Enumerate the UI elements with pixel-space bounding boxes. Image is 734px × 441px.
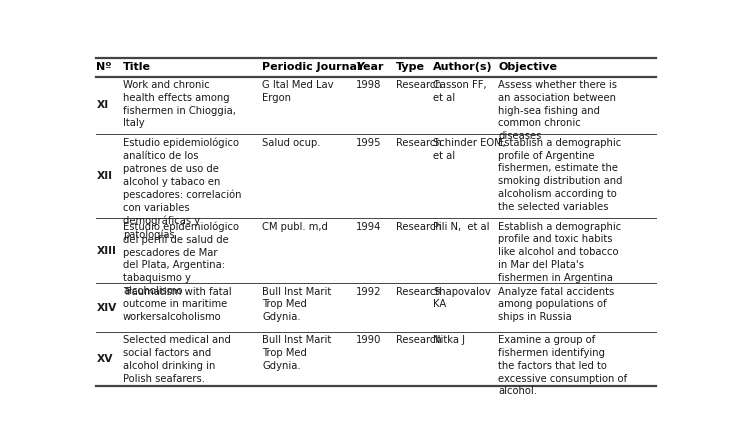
Text: Estudio epidemiológico
analítico de los
patrones de uso de
alcohol y tabaco en
p: Estudio epidemiológico analítico de los … bbox=[123, 138, 241, 240]
Text: G Ital Med Lav
Ergon: G Ital Med Lav Ergon bbox=[262, 80, 334, 103]
Text: Bull Inst Marit
Trop Med
Gdynia.: Bull Inst Marit Trop Med Gdynia. bbox=[262, 287, 332, 322]
Text: Type: Type bbox=[396, 62, 425, 72]
Text: Shapovalov
KA: Shapovalov KA bbox=[433, 287, 491, 310]
Text: XI: XI bbox=[96, 101, 109, 111]
Text: Objective: Objective bbox=[498, 62, 558, 72]
Text: 1998: 1998 bbox=[356, 80, 382, 90]
Text: 1995: 1995 bbox=[356, 138, 382, 148]
Text: Title: Title bbox=[123, 62, 151, 72]
Text: Traumatism with fatal
outcome in maritime
workersalcoholismo: Traumatism with fatal outcome in maritim… bbox=[123, 287, 232, 322]
Text: XII: XII bbox=[96, 171, 112, 181]
Text: Analyze fatal accidents
among populations of
ships in Russia: Analyze fatal accidents among population… bbox=[498, 287, 615, 322]
Text: CM publ. m,d: CM publ. m,d bbox=[262, 221, 328, 232]
Text: Periodic Journal: Periodic Journal bbox=[262, 62, 361, 72]
Text: Research: Research bbox=[396, 287, 442, 297]
Text: Research: Research bbox=[396, 335, 442, 345]
Text: Work and chronic
health effects among
fishermen in Chioggia,
Italy: Work and chronic health effects among fi… bbox=[123, 80, 236, 128]
Text: Examine a group of
fishermen identifying
the factors that led to
excessive consu: Examine a group of fishermen identifying… bbox=[498, 335, 628, 396]
Text: XIII: XIII bbox=[96, 246, 116, 256]
Text: Salud ocup.: Salud ocup. bbox=[262, 138, 321, 148]
Text: Pili N,  et al: Pili N, et al bbox=[433, 221, 490, 232]
Text: XIV: XIV bbox=[96, 303, 117, 313]
Text: Assess whether there is
an association between
high-sea fishing and
common chron: Assess whether there is an association b… bbox=[498, 80, 617, 141]
Text: Research: Research bbox=[396, 138, 442, 148]
Text: XV: XV bbox=[96, 354, 113, 364]
Text: Casson FF,
et al: Casson FF, et al bbox=[433, 80, 487, 103]
Text: Selected medical and
social factors and
alcohol drinking in
Polish seafarers.: Selected medical and social factors and … bbox=[123, 335, 231, 384]
Text: Bull Inst Marit
Trop Med
Gdynia.: Bull Inst Marit Trop Med Gdynia. bbox=[262, 335, 332, 371]
Text: Year: Year bbox=[356, 62, 384, 72]
Text: Author(s): Author(s) bbox=[433, 62, 493, 72]
Text: Establish a demographic
profile of Argentine
fishermen, estimate the
smoking dis: Establish a demographic profile of Argen… bbox=[498, 138, 623, 212]
Text: 1994: 1994 bbox=[356, 221, 382, 232]
Text: Research: Research bbox=[396, 221, 442, 232]
Text: 1992: 1992 bbox=[356, 287, 382, 297]
Text: Nº: Nº bbox=[96, 62, 112, 72]
Text: Estudio epidemiológico
del perfil de salud de
pescadores de Mar
del Plata, Argen: Estudio epidemiológico del perfil de sal… bbox=[123, 221, 239, 296]
Text: Nitka J: Nitka J bbox=[433, 335, 465, 345]
Text: 1990: 1990 bbox=[356, 335, 382, 345]
Text: Research: Research bbox=[396, 80, 442, 90]
Text: Establish a demographic
profile and toxic habits
like alcohol and tobacco
in Mar: Establish a demographic profile and toxi… bbox=[498, 221, 622, 283]
Text: Schinder EOM,
et al: Schinder EOM, et al bbox=[433, 138, 506, 161]
